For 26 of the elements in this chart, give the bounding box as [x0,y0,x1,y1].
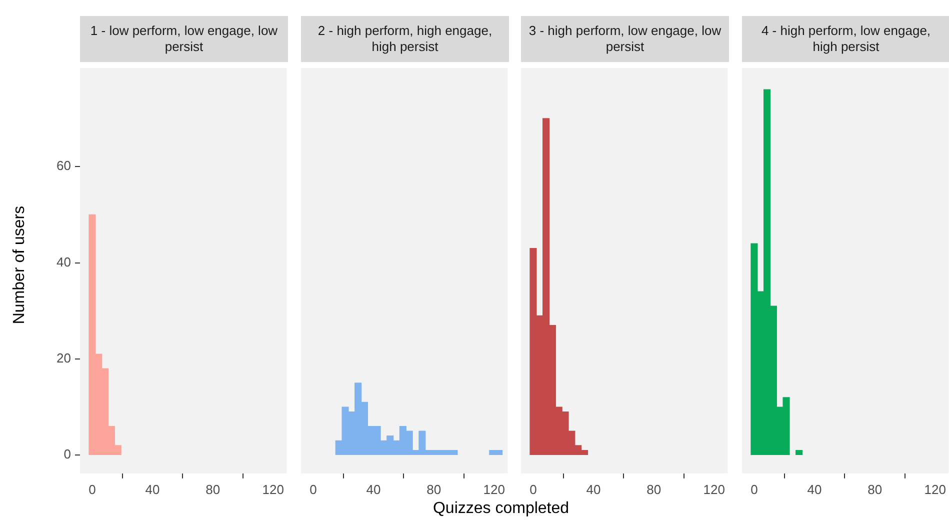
x-tick-label: 120 [703,482,726,497]
chart-title: 1 - low perform, low engage, low persist [80,16,288,62]
x-tick-label: 120 [483,482,506,497]
y-axis-title: Number of users [11,206,29,324]
y-tick-label: 0 [64,446,71,462]
x-tick-label: 0 [530,482,537,497]
x-tick-label: 120 [924,482,946,497]
x-tick-label: 80 [206,482,220,497]
chart-title: 4 - high perform, low engage, high persist [742,16,949,62]
x-tick-label: 80 [868,482,882,497]
x-tick-label: 0 [88,482,96,497]
x-axis-title: Quizzes completed [432,500,570,518]
x-tick-label: 0 [310,482,317,497]
chart-title: 3 - high perform, low engage, low persist [521,16,729,62]
x-tick-label: 40 [807,482,822,497]
y-tick-label: 20 [56,350,71,366]
chart-title: 2 - high perform, high engage, high persist [301,16,509,62]
x-tick-label: 80 [426,482,442,497]
x-tick-label: 40 [586,482,601,497]
x-tick-label: 40 [145,482,160,497]
x-tick-label: 80 [646,482,662,497]
x-tick-label: 0 [750,482,758,497]
y-tick-label: 60 [56,158,71,174]
x-tick-label: 40 [366,482,381,497]
y-tick-label: 40 [56,254,71,270]
x-tick-label: 120 [262,482,284,497]
